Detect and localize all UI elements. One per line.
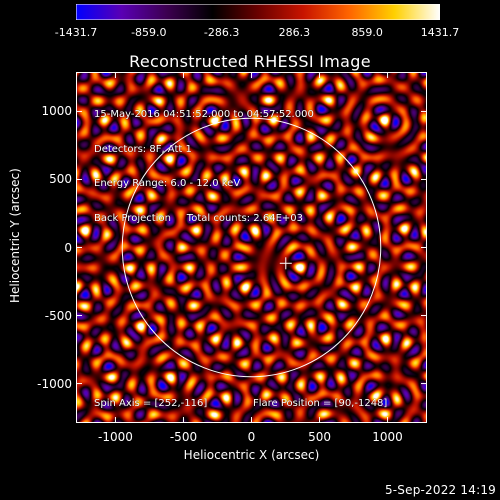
colorbar-tick-label: -286.3	[203, 26, 240, 39]
y-tick-label: 1000	[41, 104, 72, 119]
y-tick-label: -500	[44, 308, 72, 323]
colorbar-tick-label: 286.3	[278, 26, 311, 39]
plot-title: Reconstructed RHESSI Image	[129, 52, 371, 71]
flare-position-label: Flare Position = [90,-1248]	[253, 398, 388, 409]
colorbar-tick-label: 859.0	[351, 26, 383, 39]
x-tick-label: -1000	[98, 430, 133, 444]
y-tick-label: 500	[49, 172, 72, 187]
y-tick-label: 0	[64, 240, 72, 255]
annotation-method-counts: Back Projection Total counts: 2.64E+03	[94, 212, 303, 224]
colorbar-tick-label: 1431.7	[420, 26, 460, 39]
x-tick-label: 500	[308, 430, 331, 444]
spin-axis-label: Spin Axis = [252,-116]	[94, 398, 208, 409]
y-axis-label: Heliocentric Y (arcsec)	[8, 168, 22, 303]
annotation-detectors: Detectors: 8F, Att 1	[94, 143, 192, 155]
colorbar	[76, 4, 440, 20]
rhessi-image-canvas	[76, 72, 427, 423]
annotation-time-range: 15-May-2016 04:51:52.000 to 04:57:52.000	[94, 109, 314, 120]
x-tick-label: -500	[169, 430, 198, 444]
x-tick-label: 0	[247, 430, 256, 444]
colorbar-tick-label: -859.0	[131, 26, 167, 39]
y-tick-label: -1000	[37, 376, 72, 391]
x-tick-label: 1000	[372, 430, 403, 444]
solar-limb-circle	[121, 117, 382, 378]
annotation-block: 15-May-2016 04:51:52.000 to 04:57:52.000…	[94, 86, 314, 247]
colorbar-ticks: -1431.7 -859.0 -286.3 286.3 859.0 1431.7	[55, 0, 459, 40]
footer-timestamp: 5-Sep-2022 14:19	[384, 483, 496, 497]
colorbar-tick-label: -1431.7	[54, 26, 98, 39]
rhessi-image: 15-May-2016 04:51:52.000 to 04:57:52.000…	[76, 72, 427, 423]
x-axis-label: Heliocentric X (arcsec)	[183, 448, 320, 462]
annotation-energy-range: Energy Range: 6.0 - 12.0 keV	[94, 178, 241, 189]
